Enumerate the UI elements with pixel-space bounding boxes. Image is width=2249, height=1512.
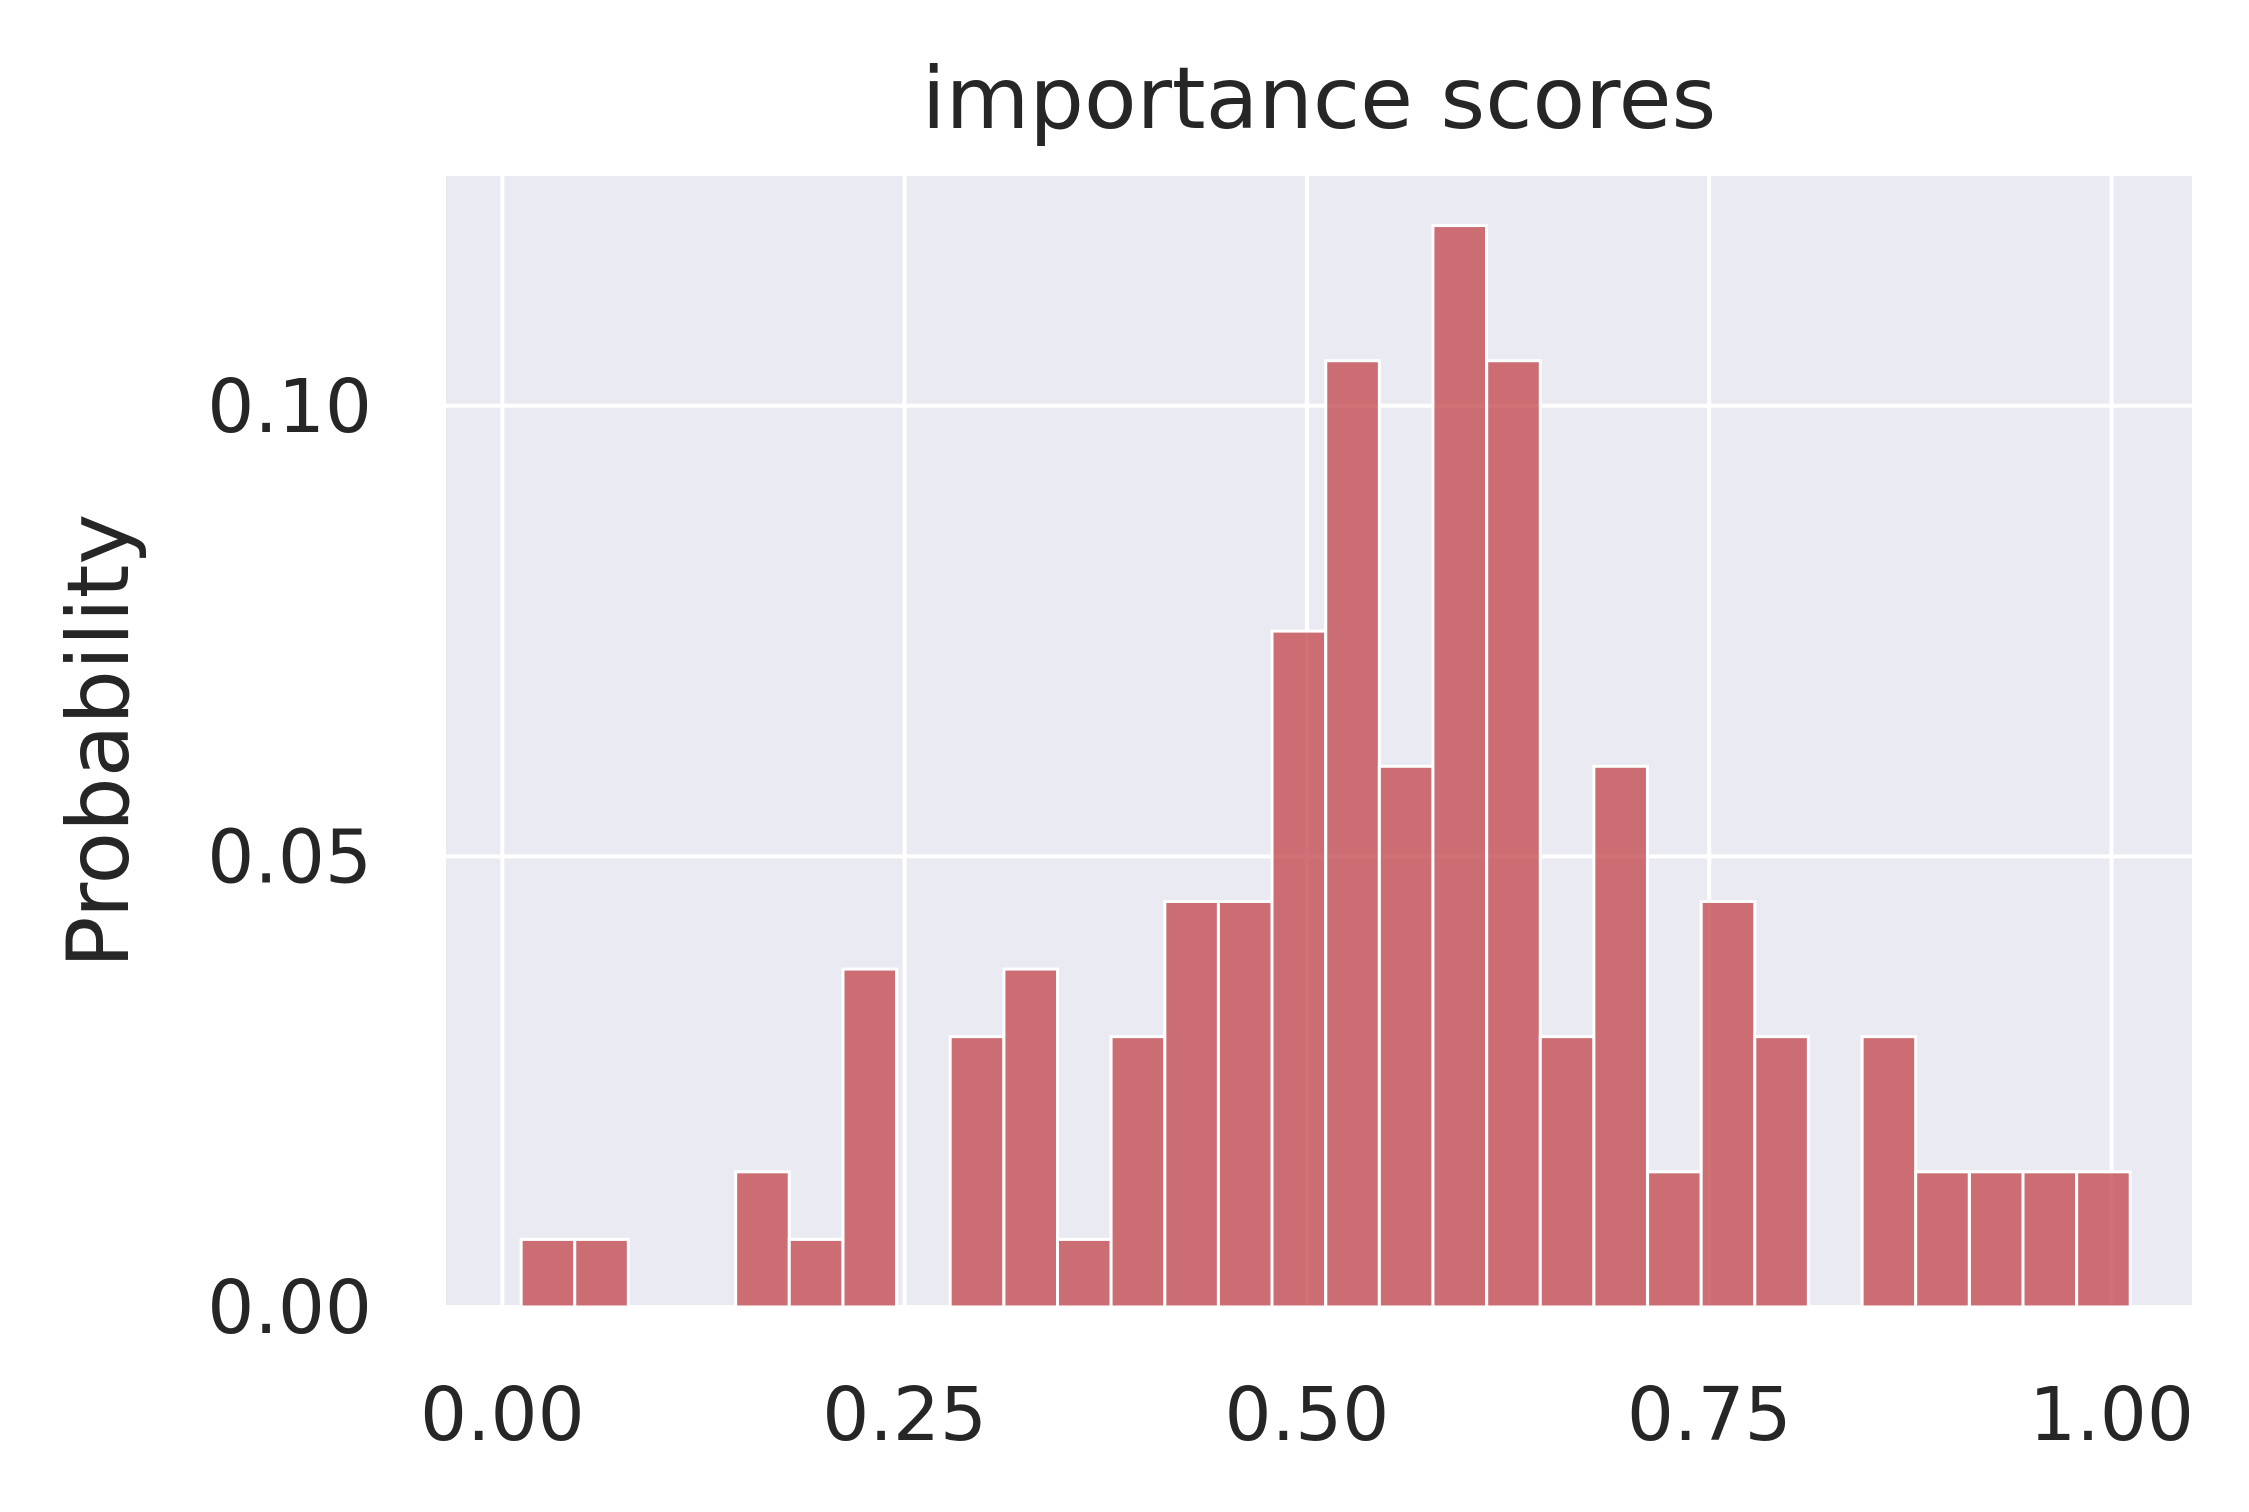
histogram-bar bbox=[1324, 359, 1381, 1309]
histogram-bar bbox=[841, 967, 899, 1309]
histogram-bar bbox=[1485, 359, 1542, 1309]
y-tick-label: 0.05 bbox=[207, 814, 372, 900]
histogram-bar bbox=[1431, 224, 1489, 1309]
y-tick-label: 0.10 bbox=[207, 364, 372, 450]
x-tick-label: 0.50 bbox=[1225, 1372, 1390, 1458]
histogram-bar bbox=[1216, 899, 1274, 1309]
histogram-bar bbox=[1377, 764, 1435, 1309]
histogram-bar bbox=[1860, 1035, 1918, 1309]
y-tick-label: 0.00 bbox=[207, 1265, 372, 1351]
histogram-bars bbox=[519, 224, 2132, 1309]
histogram-bar bbox=[1699, 899, 1757, 1309]
histogram-bar bbox=[2075, 1170, 2132, 1309]
x-tick-label: 0.25 bbox=[822, 1372, 987, 1458]
histogram-bar bbox=[948, 1035, 1006, 1309]
x-tick-label: 0.00 bbox=[420, 1372, 585, 1458]
histogram-bar bbox=[1002, 967, 1060, 1309]
chart-title: importance scores bbox=[922, 49, 1717, 149]
histogram-bar bbox=[1163, 899, 1220, 1309]
histogram-bar bbox=[1538, 1035, 1596, 1309]
histogram-bar bbox=[1914, 1170, 1971, 1309]
histogram-bar bbox=[734, 1170, 791, 1309]
y-tick-labels: 0.00 0.05 0.10 bbox=[207, 364, 372, 1351]
x-tick-label: 1.00 bbox=[2029, 1372, 2194, 1458]
histogram-bar bbox=[1967, 1170, 2025, 1309]
histogram-bar bbox=[1592, 764, 1649, 1309]
histogram-bar bbox=[787, 1237, 845, 1309]
x-tick-label: 0.75 bbox=[1627, 1372, 1792, 1458]
histogram-bar bbox=[1109, 1035, 1167, 1309]
x-tick-labels: 0.00 0.25 0.50 0.75 1.00 bbox=[420, 1372, 2194, 1458]
histogram-bar bbox=[1056, 1237, 1113, 1309]
histogram-bar bbox=[1270, 629, 1328, 1309]
histogram-bar bbox=[1646, 1170, 1703, 1309]
histogram-bar bbox=[2021, 1170, 2079, 1309]
histogram-bar bbox=[573, 1237, 630, 1309]
y-axis-label: Probability bbox=[49, 514, 149, 969]
histogram-bar bbox=[1753, 1035, 1810, 1309]
histogram-bar bbox=[519, 1237, 577, 1309]
